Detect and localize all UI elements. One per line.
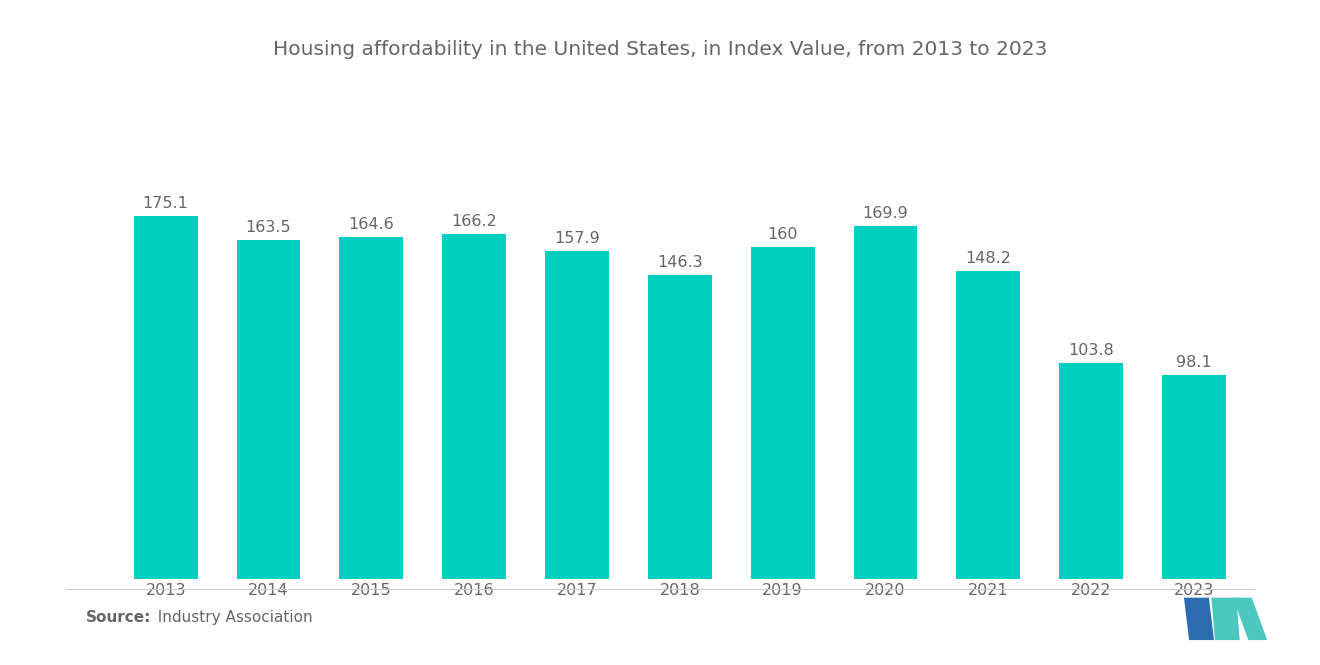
Bar bbox=[236, 239, 301, 579]
Text: 157.9: 157.9 bbox=[554, 231, 599, 246]
Text: 103.8: 103.8 bbox=[1068, 343, 1114, 358]
Text: Housing affordability in the United States, in Index Value, from 2013 to 2023: Housing affordability in the United Stat… bbox=[273, 40, 1047, 59]
Bar bbox=[442, 234, 506, 579]
Bar bbox=[648, 275, 711, 579]
Bar bbox=[133, 215, 198, 579]
Text: Industry Association: Industry Association bbox=[148, 610, 313, 625]
Text: 164.6: 164.6 bbox=[348, 217, 395, 232]
Text: 163.5: 163.5 bbox=[246, 219, 292, 235]
Text: 148.2: 148.2 bbox=[965, 251, 1011, 266]
Text: 166.2: 166.2 bbox=[451, 214, 498, 229]
Polygon shape bbox=[1233, 598, 1267, 640]
Text: 175.1: 175.1 bbox=[143, 196, 189, 211]
Bar bbox=[957, 271, 1020, 579]
Bar bbox=[854, 227, 917, 579]
Bar bbox=[339, 237, 403, 579]
Text: 98.1: 98.1 bbox=[1176, 355, 1212, 370]
Polygon shape bbox=[1184, 598, 1214, 640]
Text: Source:: Source: bbox=[86, 610, 152, 625]
Text: 169.9: 169.9 bbox=[862, 206, 908, 221]
Bar bbox=[751, 247, 814, 579]
Polygon shape bbox=[1212, 598, 1239, 640]
Bar bbox=[1162, 375, 1226, 579]
Text: 160: 160 bbox=[767, 227, 797, 242]
Text: 146.3: 146.3 bbox=[657, 255, 702, 270]
Bar bbox=[545, 251, 609, 579]
Bar bbox=[1059, 364, 1123, 579]
